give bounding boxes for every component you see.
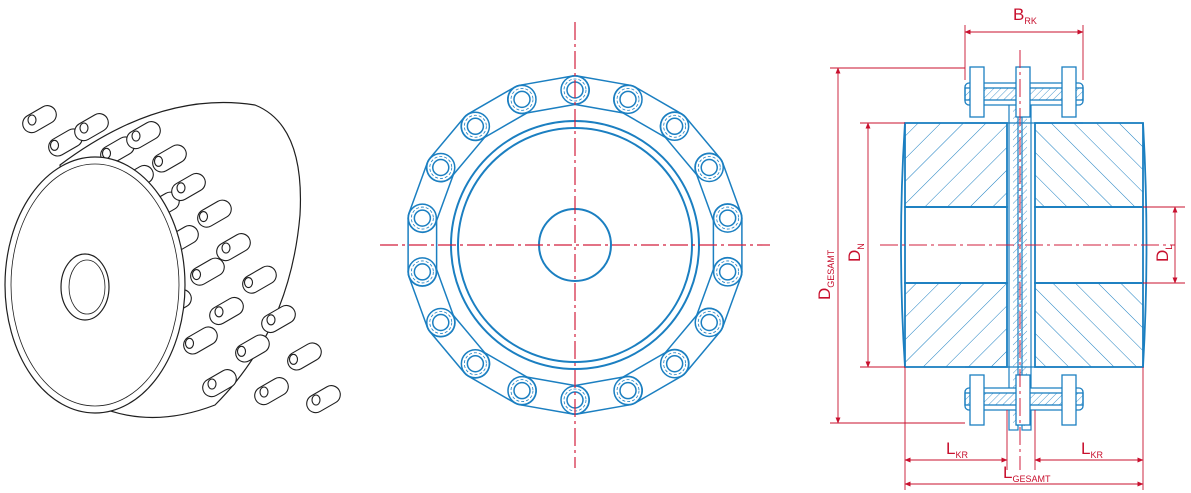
chain-roller-hidden [663, 114, 687, 138]
chain-roller [712, 203, 743, 233]
chain-roller [460, 111, 491, 142]
iso-chain-link [209, 296, 244, 326]
chain-roller [659, 348, 690, 379]
chain-pin [413, 209, 432, 227]
iso-chain-pin [176, 182, 186, 194]
iso-bore [60, 253, 110, 321]
isometric-view [4, 102, 341, 419]
iso-chain-link [126, 121, 161, 150]
iso-chain-link [306, 385, 341, 414]
chain-pin [718, 263, 737, 281]
front-sprocket-outer [450, 120, 700, 370]
iso-chain-pin [153, 155, 164, 167]
chain-roller-hidden [563, 78, 587, 102]
iso-chain-link [202, 369, 237, 398]
chain-roller [694, 152, 724, 183]
iso-chain-link [216, 233, 251, 262]
chain-pin [513, 381, 531, 400]
iso-chain-link [74, 113, 109, 142]
iso-chain-pin [243, 276, 254, 289]
chain-roller [426, 307, 456, 338]
iso-chain-pin [311, 394, 321, 406]
chain-roller [659, 111, 690, 142]
iso-chain-pin [236, 345, 247, 357]
chain-roller [712, 257, 743, 287]
chain-roller [613, 84, 643, 115]
chain-pin [466, 354, 485, 373]
chain-roller-hidden [429, 156, 453, 179]
chain-roller-hidden [463, 114, 487, 138]
chain-pin [619, 90, 637, 109]
chain-pin [700, 313, 718, 332]
section-view: BRK DGESAMT DN DL LKR LKR LGESAMT [815, 5, 1185, 490]
chain-roller-hidden [663, 352, 687, 376]
chain-roller-hidden [510, 87, 534, 111]
chain-roller [613, 375, 643, 406]
dim-label-b-rk: BRK [1013, 5, 1037, 26]
chain-pin [665, 354, 684, 373]
chain-roller [426, 152, 456, 183]
dim-label-d-gesamt: DGESAMT [815, 249, 836, 300]
chain-roller-hidden [429, 311, 453, 334]
iso-chain-pin [101, 147, 112, 159]
chain-roller-hidden [697, 311, 721, 334]
chain-pin [432, 313, 450, 332]
section-left-hub [900, 122, 1008, 368]
dimension-lines [830, 25, 1185, 490]
iso-chain-pin [198, 210, 209, 223]
chain-roller [407, 257, 438, 287]
iso-chain-link [171, 172, 206, 202]
iso-chain-link [22, 105, 57, 134]
iso-chain-pin [131, 130, 141, 142]
chain-pin [700, 158, 718, 177]
iso-chain-pin [191, 268, 202, 281]
chain-roller-hidden [410, 260, 434, 284]
dim-label-l-gesamt: LGESAMT [1003, 463, 1051, 484]
chain-roller-hidden [510, 379, 534, 403]
section-right-hub [1034, 122, 1148, 368]
iso-chain-pin [207, 378, 217, 390]
chain-roller-hidden [616, 379, 640, 403]
chain-pin [413, 263, 432, 281]
iso-chain-link [254, 377, 289, 406]
chain-roller [460, 348, 491, 379]
iso-chain-pin [221, 242, 231, 254]
iso-bore-inner [68, 259, 106, 315]
chain-roller-hidden [716, 260, 740, 284]
iso-chain-link [261, 304, 296, 334]
chain-roller-hidden [410, 206, 434, 230]
chain-pin [619, 381, 637, 400]
dim-label-d-l: DL [1153, 245, 1174, 262]
chain-roller-hidden [616, 87, 640, 111]
chain-roller [407, 203, 438, 233]
section-chain-bottom [964, 366, 1084, 426]
chain-pin [718, 209, 737, 227]
front-view [380, 22, 770, 468]
iso-chain-pin [27, 114, 37, 126]
iso-chain-pin [288, 353, 299, 365]
iso-chain-pin [184, 337, 195, 349]
chain-roller [694, 307, 724, 338]
iso-hub-face-rim [10, 163, 180, 407]
front-chain [407, 75, 743, 415]
iso-chain-pin [266, 314, 276, 326]
dim-label-l-kr-right: LKR [1081, 439, 1103, 460]
dim-label-d-n: DN [845, 243, 866, 262]
chain-roller [507, 375, 537, 406]
chain-roller-hidden [697, 156, 721, 179]
dim-label-l-kr-left: LKR [946, 439, 968, 460]
chain-pin [466, 117, 485, 136]
section-chain-top [964, 66, 1084, 124]
chain-roller [507, 84, 537, 115]
iso-chain-pin [79, 122, 89, 134]
chain-roller-hidden [463, 352, 487, 376]
iso-chain-pin [49, 139, 60, 151]
chain-pin [513, 90, 531, 109]
chain-pin [665, 117, 684, 136]
iso-chain-pin [259, 386, 269, 398]
chain-roller-hidden [716, 206, 740, 230]
iso-chain-pin [214, 306, 224, 318]
chain-pin [432, 158, 450, 177]
